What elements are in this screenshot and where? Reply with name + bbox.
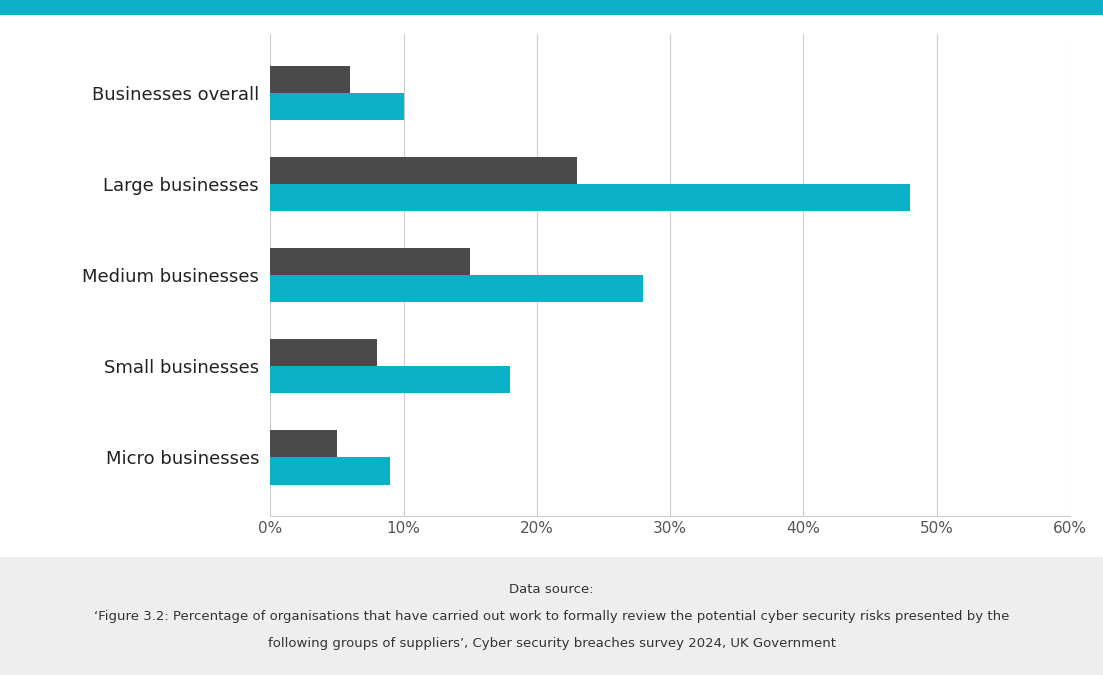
Bar (270, 366, 510, 394)
Bar (270, 248, 470, 275)
Text: ‘Figure 3.2: Percentage of organisations that have carried out work to formally : ‘Figure 3.2: Percentage of organisations… (94, 610, 1009, 623)
Bar (270, 157, 577, 184)
Bar (270, 65, 351, 93)
Bar (270, 93, 404, 120)
Bar (270, 339, 377, 366)
Text: Data source:: Data source: (510, 583, 593, 596)
Bar (270, 457, 390, 485)
Bar (270, 275, 643, 302)
Text: following groups of suppliers’, Cyber security breaches survey 2024, UK Governme: following groups of suppliers’, Cyber se… (268, 637, 835, 650)
Bar (270, 184, 910, 211)
Legend: Their wider supply chain, Their immediate suppliers: Their wider supply chain, Their immediat… (432, 568, 908, 595)
Bar (270, 430, 336, 457)
